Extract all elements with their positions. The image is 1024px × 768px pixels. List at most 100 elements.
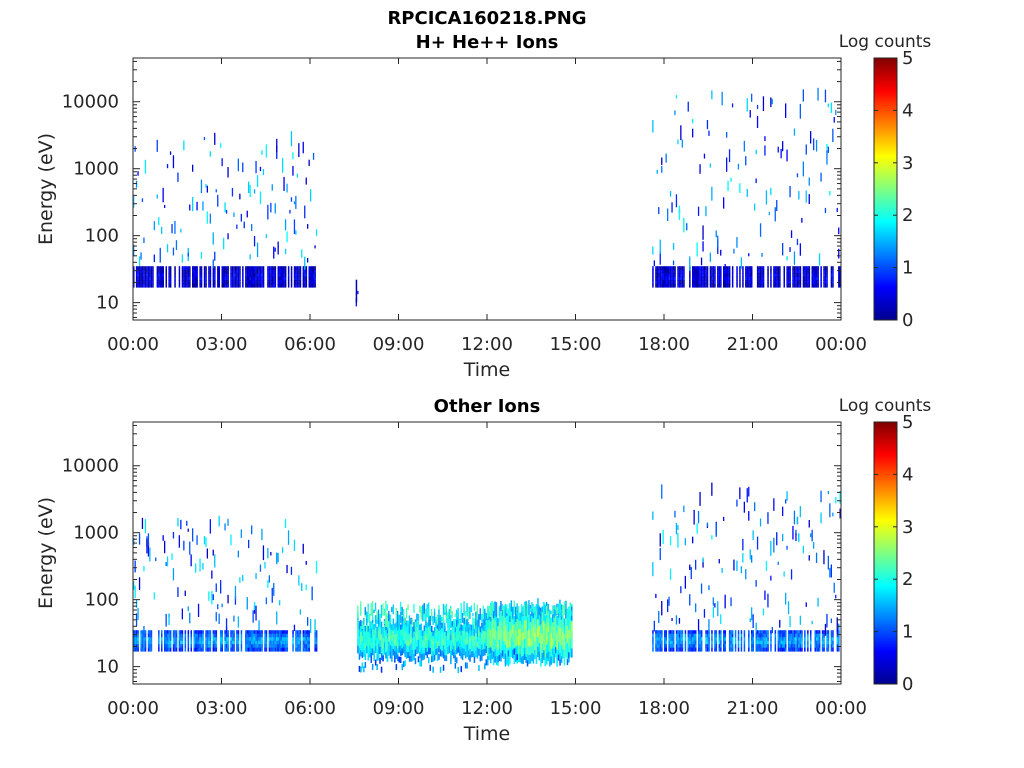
spectrogram-cell bbox=[779, 647, 781, 652]
spectrogram-cell bbox=[245, 647, 247, 652]
spectrogram-cell bbox=[172, 568, 175, 581]
spectrogram-cell bbox=[697, 511, 700, 524]
spectrogram-cell bbox=[498, 631, 501, 641]
spectrogram-cell bbox=[134, 647, 136, 652]
spectrogram-cell bbox=[261, 280, 263, 285]
spectrogram-cell bbox=[764, 145, 766, 156]
spectrogram-cell bbox=[371, 613, 374, 620]
spectrogram-cell bbox=[566, 617, 569, 627]
spectrogram-cell bbox=[441, 650, 443, 657]
spectrogram-cell bbox=[749, 273, 752, 278]
x-tick-label: 09:00 bbox=[373, 698, 425, 719]
spectrogram-cell bbox=[658, 273, 660, 278]
spectrogram-cell bbox=[799, 266, 802, 271]
spectrogram-cell bbox=[510, 600, 513, 611]
spectrogram-cell bbox=[380, 646, 383, 654]
spectrogram-cell bbox=[284, 248, 287, 255]
spectrogram-cell bbox=[302, 543, 304, 554]
spectrogram-cell bbox=[147, 283, 150, 288]
spectrogram-cell bbox=[218, 269, 220, 274]
spectrogram-cell bbox=[815, 630, 818, 635]
spectrogram-cell bbox=[762, 280, 765, 285]
spectrogram-cell bbox=[203, 276, 206, 281]
spectrogram-cell bbox=[178, 276, 181, 281]
spectrogram-cell bbox=[551, 630, 554, 639]
colorbar-tick-label: 4 bbox=[902, 100, 913, 121]
spectrogram-cell bbox=[661, 269, 663, 274]
spectrogram-cell bbox=[705, 269, 707, 274]
spectrogram-cell bbox=[433, 627, 436, 633]
spectrogram-cell bbox=[314, 637, 316, 642]
spectrogram-cell bbox=[501, 605, 504, 611]
spectrogram-cell bbox=[445, 630, 448, 637]
spectrogram-cell bbox=[196, 273, 198, 278]
spectrogram-cell bbox=[233, 266, 235, 271]
spectrogram-cell bbox=[419, 652, 421, 659]
spectrogram-cell bbox=[195, 633, 197, 638]
spectrogram-cell bbox=[765, 633, 768, 638]
spectrogram-cell bbox=[445, 645, 448, 652]
spectrogram-cell bbox=[192, 197, 194, 212]
spectrogram-cell bbox=[256, 273, 259, 278]
spectrogram-cell bbox=[695, 644, 697, 649]
spectrogram-cell bbox=[519, 645, 521, 655]
spectrogram-cell bbox=[258, 269, 260, 274]
spectrogram-cell bbox=[470, 640, 473, 647]
spectrogram-cell bbox=[714, 633, 716, 638]
spectrogram-cell bbox=[662, 269, 664, 274]
spectrogram-cell bbox=[165, 633, 167, 638]
spectrogram-cell bbox=[267, 204, 269, 220]
spectrogram-cell bbox=[522, 640, 524, 649]
spectrogram-cell bbox=[777, 280, 780, 285]
spectrogram-cell bbox=[284, 633, 287, 638]
spectrogram-cell bbox=[370, 642, 372, 649]
spectrogram-cell bbox=[697, 644, 700, 649]
spectrogram-cell bbox=[314, 266, 316, 271]
spectrogram-cell bbox=[308, 283, 310, 288]
spectrogram-cell bbox=[411, 632, 414, 639]
spectrogram-cell bbox=[546, 658, 548, 665]
spectrogram-cell bbox=[199, 283, 201, 288]
spectrogram-cell bbox=[706, 640, 709, 645]
spectrogram-cell bbox=[541, 656, 544, 663]
spectrogram-cell bbox=[187, 528, 189, 532]
spectrogram-cell bbox=[397, 636, 399, 643]
spectrogram-cell bbox=[304, 633, 306, 638]
spectrogram-cell bbox=[473, 647, 476, 654]
spectrogram-cell bbox=[245, 266, 247, 271]
spectrogram-cell bbox=[656, 637, 659, 642]
spectrogram-cell bbox=[408, 627, 411, 634]
spectrogram-cell bbox=[758, 630, 760, 635]
spectrogram-cell bbox=[774, 647, 777, 652]
spectrogram-cell bbox=[273, 633, 275, 638]
spectrogram-cell bbox=[379, 620, 381, 628]
spectrogram-cell bbox=[398, 633, 400, 641]
spectrogram-cell bbox=[652, 273, 654, 278]
spectrogram-cell bbox=[280, 630, 282, 635]
spectrogram-cell bbox=[565, 600, 567, 611]
spectrogram-cell bbox=[138, 533, 141, 545]
spectrogram-cell bbox=[759, 518, 762, 527]
spectrogram-cell bbox=[540, 649, 542, 659]
spectrogram-cell bbox=[658, 280, 660, 285]
spectrogram-cell bbox=[820, 276, 822, 281]
spectrogram-cell bbox=[290, 197, 293, 202]
spectrogram-cell bbox=[456, 616, 458, 627]
spectrogram-cell bbox=[693, 637, 695, 642]
spectrogram-cell bbox=[361, 641, 364, 648]
spectrogram-cell bbox=[299, 276, 302, 281]
spectrogram-cell bbox=[479, 608, 481, 620]
spectrogram-cell bbox=[497, 618, 499, 627]
spectrogram-cell bbox=[187, 266, 190, 271]
spectrogram-cell bbox=[826, 283, 828, 288]
spectrogram-cell bbox=[245, 630, 247, 635]
spectrogram-cell bbox=[475, 639, 477, 646]
spectrogram-cell bbox=[531, 637, 533, 646]
spectrogram-cell bbox=[137, 644, 139, 649]
spectrogram-cell bbox=[823, 644, 825, 649]
spectrogram-cell bbox=[664, 266, 666, 271]
spectrogram-cell bbox=[823, 647, 825, 652]
spectrogram-cell bbox=[699, 637, 701, 642]
spectrogram-cell bbox=[540, 616, 542, 625]
spectrogram-cell bbox=[761, 266, 763, 271]
